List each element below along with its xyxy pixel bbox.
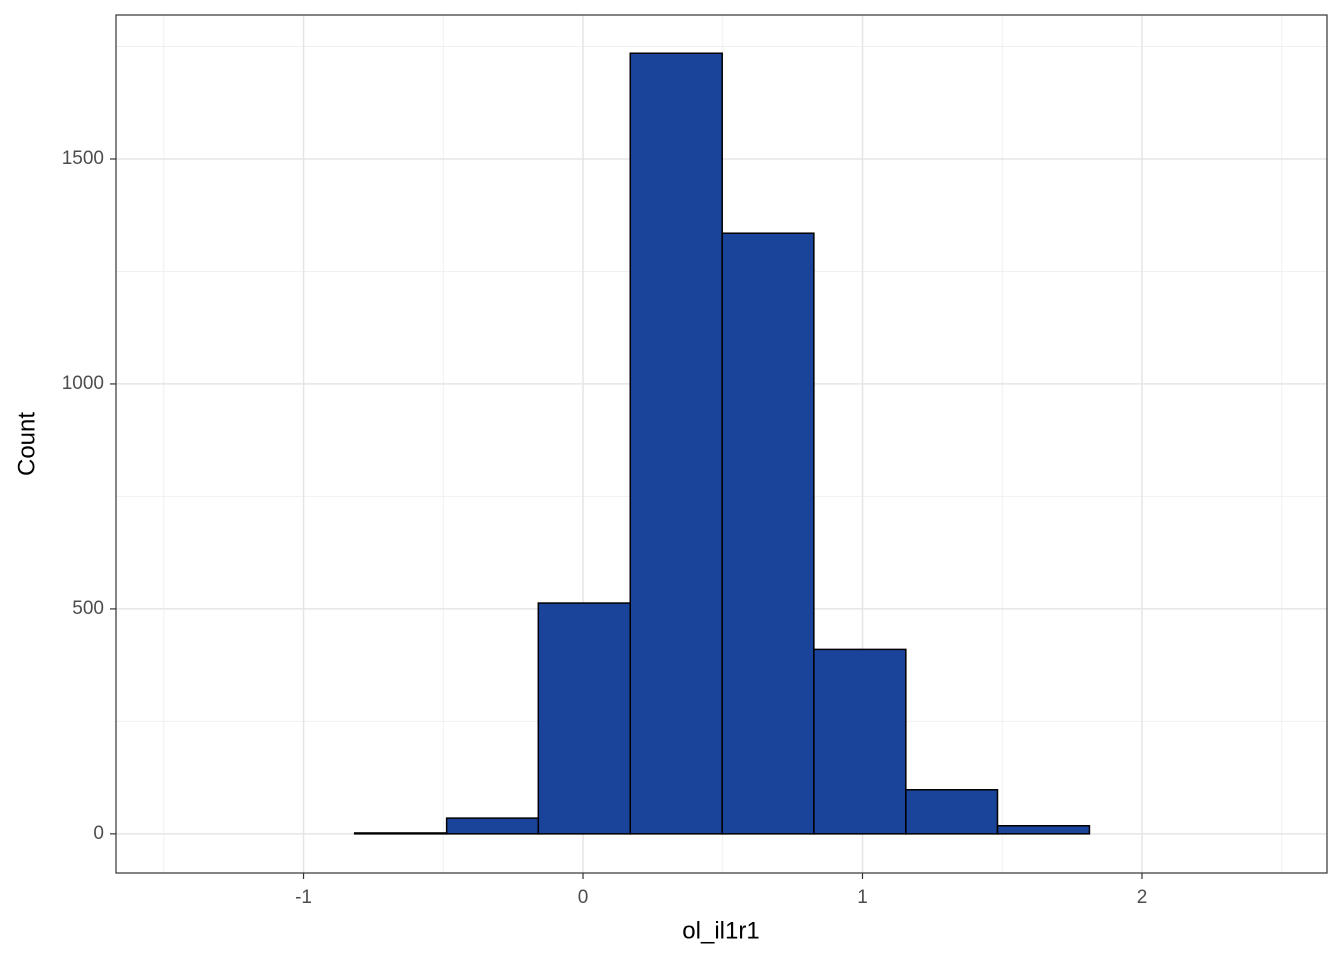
x-axis-label: ol_il1r1 [682,917,759,944]
bar [813,648,907,835]
y-tick-label: 1500 [62,148,104,169]
y-tick-label: 0 [93,823,104,844]
x-tick-label: 0 [578,887,589,908]
x-tick-label: 1 [857,887,868,908]
bar [996,825,1091,835]
bars [353,52,1091,835]
y-tick-label: 1000 [62,373,104,394]
bar [537,602,631,835]
bar [629,52,723,835]
y-tick-label: 500 [72,598,104,619]
y-axis-label: Count [13,412,40,476]
axes: -1 0 1 2 0 500 1000 1500 [62,148,1148,908]
x-tick-label: -1 [295,887,312,908]
x-tick-label: 2 [1137,887,1148,908]
panel-border [115,14,1328,874]
bar [721,232,815,835]
bar [353,832,448,835]
bar [905,789,999,835]
bar [445,817,540,835]
